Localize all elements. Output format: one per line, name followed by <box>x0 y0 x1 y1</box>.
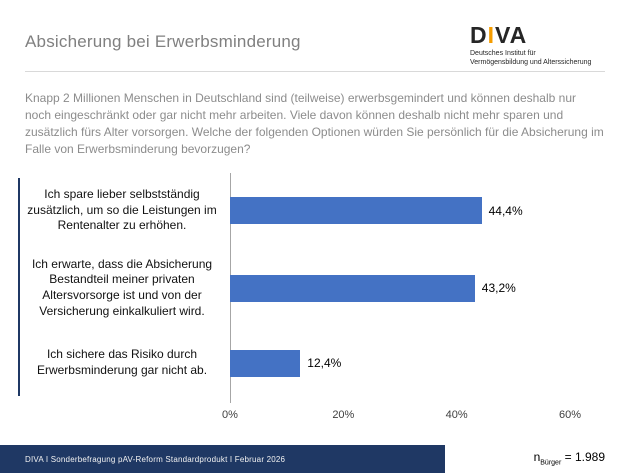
bar-value-label: 43,2% <box>481 281 516 295</box>
category-label: Ich spare lieber selbstständig zusätzlic… <box>27 187 217 233</box>
logo-letters-va: VA <box>495 22 528 48</box>
sample-size-note: nBürger = 1.989 <box>534 450 605 466</box>
logo-subtitle: Deutsches Institut für Vermögensbildung … <box>470 49 610 67</box>
x-tick: 40% <box>445 409 468 421</box>
bar-value-label: 44,4% <box>488 203 523 218</box>
footer-band: DIVA I Sonderbefragung pAV-Reform Standa… <box>0 445 445 473</box>
category-label: Ich sichere das Risiko durch Erwerbsmind… <box>36 347 208 377</box>
n-value: = 1.989 <box>561 449 605 464</box>
bar-value-label: 12,4% <box>307 356 342 370</box>
diva-logo-wordmark: DIVA <box>470 24 610 47</box>
x-tick: 20% <box>332 409 355 421</box>
x-tick: 60% <box>558 409 582 421</box>
source-note: DIVA I Sonderbefragung pAV-Reform Standa… <box>25 454 286 464</box>
chart-row: Ich sichere das Risiko durch Erwerbsmind… <box>22 328 570 398</box>
left-accent-line <box>18 178 20 396</box>
chart-row: Ich spare lieber selbstständig zusätzlic… <box>22 173 570 248</box>
bar-zone: 12,4% <box>230 349 570 377</box>
diva-logo: DIVA Deutsches Institut für Vermögensbil… <box>470 24 610 67</box>
title-divider <box>25 71 605 72</box>
bar-chart: Ich spare lieber selbstständig zusätzlic… <box>22 173 570 398</box>
category-label: Ich erwarte, dass die Absicherung Bestan… <box>31 256 213 318</box>
bar <box>230 349 301 377</box>
x-axis-ticks: 0% 20% 40% 60% <box>222 409 581 423</box>
page-title: Absicherung bei Erwerbsminderung <box>25 32 301 51</box>
n-symbol: n <box>533 449 541 464</box>
logo-letter-i: I <box>487 22 496 48</box>
n-subscript: Bürger <box>540 459 562 466</box>
intro-paragraph: Knapp 2 Millionen Menschen in Deutschlan… <box>25 91 604 157</box>
logo-subtitle-line1: Deutsches Institut für <box>470 50 536 57</box>
logo-letter-d: D <box>470 22 488 48</box>
chart-row: Ich erwarte, dass die Absicherung Bestan… <box>22 248 570 328</box>
logo-subtitle-line2: Vermögensbildung und Alterssicherung <box>470 59 592 67</box>
bar <box>230 274 475 302</box>
bar-zone: 44,4% <box>230 197 570 224</box>
x-tick: 0% <box>222 409 238 421</box>
bar <box>230 197 482 224</box>
bar-zone: 43,2% <box>230 274 570 302</box>
